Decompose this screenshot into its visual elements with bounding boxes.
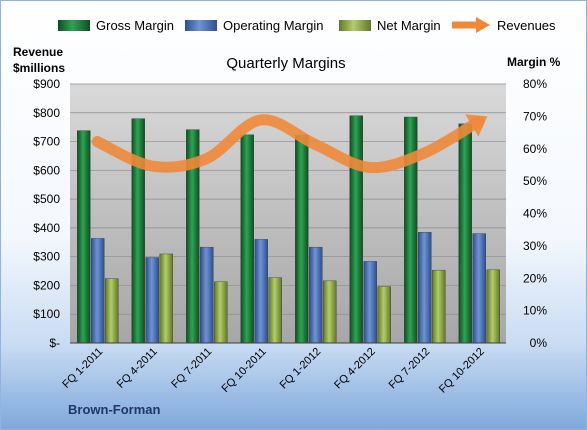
left-tick-label: $400 xyxy=(33,221,60,235)
operating-margin-bar xyxy=(254,239,268,344)
operating-margin-bar xyxy=(145,257,159,344)
company-name: Brown-Forman xyxy=(68,402,161,417)
left-tick-label: $500 xyxy=(33,192,60,206)
operating-margin-bar xyxy=(309,246,323,344)
operating-margin-bar xyxy=(418,232,432,344)
category-label: FQ 4-2011 xyxy=(115,346,160,391)
left-tick-label: $800 xyxy=(33,106,60,120)
right-tick-label: 40% xyxy=(523,207,547,221)
left-tick-label: $- xyxy=(49,336,60,350)
category-label: FQ 1-2012 xyxy=(278,346,324,392)
operating-margin-bar xyxy=(472,233,486,344)
right-tick-label: 0% xyxy=(530,336,548,350)
right-tick-label: 20% xyxy=(523,271,547,285)
gross-margin-bar xyxy=(131,118,145,344)
left-axis-title-line1: Revenue xyxy=(13,45,63,59)
left-tick-label: $700 xyxy=(33,135,60,149)
gross-margin-bar xyxy=(458,123,472,344)
right-tick-label: 60% xyxy=(523,142,547,156)
left-tick-label: $300 xyxy=(33,250,60,264)
category-label: FQ 10-2012 xyxy=(437,346,487,396)
right-tick-label: 10% xyxy=(523,304,547,318)
net-margin-bar xyxy=(323,280,337,344)
operating-margin-bar xyxy=(363,261,377,344)
gross-margin-bar xyxy=(77,130,91,344)
operating-margin-bar xyxy=(200,246,214,344)
left-tick-label: $100 xyxy=(33,307,60,321)
left-tick-label: $600 xyxy=(33,163,60,177)
net-margin-bar xyxy=(377,286,391,344)
revenue-line xyxy=(91,114,485,174)
category-label: FQ 7-2012 xyxy=(387,346,433,392)
legend-swatch-gross-margin xyxy=(58,20,90,31)
net-margin-bar xyxy=(105,278,119,344)
left-axis: $- $100 $200 $300 $400 $500 $600 $700 $800 $900 xyxy=(33,77,60,350)
legend-label-gross-margin: Gross Margin xyxy=(96,18,174,33)
legend-label-revenues: Revenues xyxy=(497,18,556,33)
right-tick-label: 70% xyxy=(523,109,547,123)
left-tick-label: $900 xyxy=(33,77,60,91)
right-axis-title: Margin % xyxy=(507,55,561,69)
category-label: FQ 1-2011 xyxy=(60,346,105,391)
left-tick-label: $200 xyxy=(33,278,60,292)
revenue-arrowhead xyxy=(465,114,488,137)
gross-margin-bar xyxy=(349,115,363,344)
legend: Gross Margin Operating Margin Net Margin… xyxy=(58,17,556,33)
legend-label-operating-margin: Operating Margin xyxy=(223,18,323,33)
revenue-series xyxy=(91,114,488,174)
bars xyxy=(77,115,500,344)
category-label: FQ 7-2011 xyxy=(169,346,214,391)
legend-swatch-net-margin xyxy=(339,20,371,31)
net-margin-bar xyxy=(268,277,282,344)
net-margin-bar xyxy=(432,269,446,344)
legend-label-net-margin: Net Margin xyxy=(377,18,441,33)
category-label: FQ 4-2012 xyxy=(332,346,378,392)
right-tick-label: 50% xyxy=(523,174,547,188)
right-axis: 0% 10% 20% 30% 40% 50% 60% 70% 80% xyxy=(523,77,547,350)
net-margin-bar xyxy=(214,281,228,344)
net-margin-bar xyxy=(486,269,500,344)
right-tick-label: 30% xyxy=(523,239,547,253)
left-axis-title-line2: $millions xyxy=(13,61,65,75)
category-label: FQ 10-2011 xyxy=(219,346,268,395)
right-tick-label: 80% xyxy=(523,77,547,91)
legend-arrowhead-revenues xyxy=(476,17,490,33)
operating-margin-bar xyxy=(91,238,105,344)
net-margin-bar xyxy=(159,253,173,344)
chart-title: Quarterly Margins xyxy=(226,55,345,72)
category-axis: FQ 1-2011 FQ 4-2011 FQ 7-2011 FQ 10-2011 FQ … xyxy=(60,346,487,396)
legend-swatch-operating-margin xyxy=(185,20,217,31)
gross-margin-bar xyxy=(240,134,254,344)
gross-margin-bar xyxy=(295,134,309,344)
